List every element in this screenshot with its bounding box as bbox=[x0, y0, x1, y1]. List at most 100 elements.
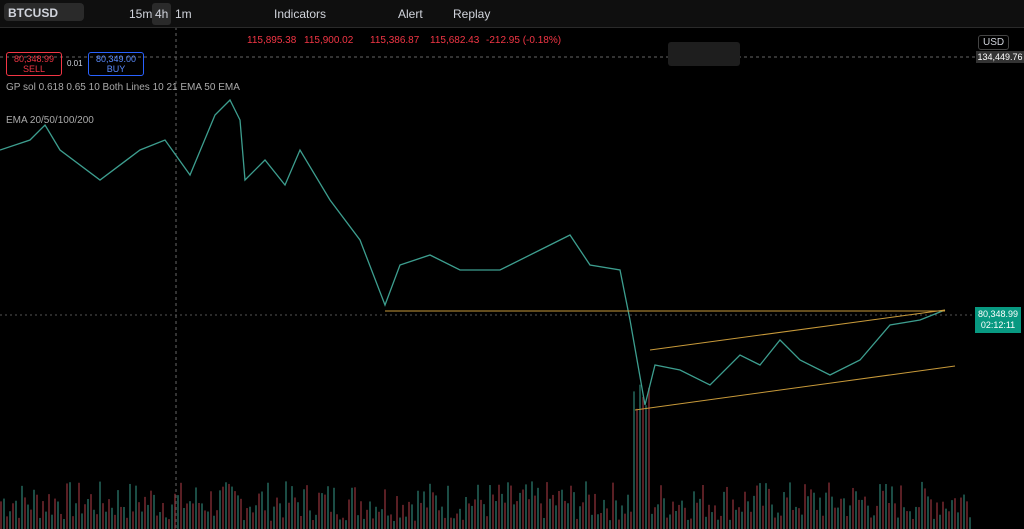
volume-bar bbox=[630, 511, 632, 529]
volume-bar bbox=[813, 492, 815, 529]
volume-bar bbox=[585, 481, 587, 529]
volume-bar bbox=[156, 515, 158, 529]
volume-bar bbox=[639, 384, 641, 529]
volume-bar bbox=[459, 508, 461, 529]
indicator[interactable]: GP sol 0.618 0.65 10 Both Lines 10 21 EM… bbox=[6, 82, 240, 93]
volume-bar bbox=[486, 516, 488, 529]
volume-bar bbox=[411, 504, 413, 529]
replay-button[interactable]: Replay bbox=[453, 7, 491, 21]
volume-bar bbox=[825, 492, 827, 529]
volume-bar bbox=[936, 502, 938, 529]
volume-bar bbox=[681, 500, 683, 529]
volume-bar bbox=[594, 493, 596, 529]
volume-bar bbox=[657, 504, 659, 529]
volume-bar bbox=[126, 517, 128, 529]
volume-bar bbox=[816, 509, 818, 529]
volume-bar bbox=[597, 514, 599, 529]
volume-bar bbox=[768, 488, 770, 529]
volume-bar bbox=[669, 514, 671, 529]
volume-bar bbox=[432, 492, 434, 529]
volume-bar bbox=[750, 511, 752, 529]
quantity[interactable]: 0.01 bbox=[67, 59, 83, 68]
interval[interactable]: 4h bbox=[152, 3, 172, 25]
interval[interactable]: 15m bbox=[129, 7, 153, 21]
volume-bar bbox=[483, 504, 485, 529]
volume-bar bbox=[267, 482, 269, 529]
volume-bar bbox=[363, 518, 365, 529]
volume-bar bbox=[84, 504, 86, 529]
high: 115,900.02 bbox=[304, 35, 354, 46]
volume-bar bbox=[300, 515, 302, 529]
volume-bar bbox=[390, 514, 392, 529]
volume-bar bbox=[549, 498, 551, 529]
currency[interactable]: USD bbox=[978, 35, 1010, 50]
volume-bar bbox=[666, 517, 668, 529]
volume-bar bbox=[51, 514, 53, 529]
volume-bar bbox=[12, 503, 14, 529]
volume-bar bbox=[849, 505, 851, 529]
volume-bar bbox=[147, 504, 149, 529]
volume-bar bbox=[327, 486, 329, 529]
volume-bar bbox=[426, 507, 428, 529]
volume-bar bbox=[555, 505, 557, 529]
volume-bar bbox=[186, 503, 188, 529]
volume-bar bbox=[129, 483, 131, 529]
volume-bar bbox=[690, 518, 692, 529]
volume-bar bbox=[435, 495, 437, 529]
volume-bar bbox=[204, 510, 206, 529]
volume-bar bbox=[27, 504, 29, 529]
volume-bar bbox=[99, 481, 101, 529]
volume-bar bbox=[297, 502, 299, 529]
volume-bar bbox=[675, 510, 677, 529]
sell-button[interactable]: 80,348.99 SELL bbox=[6, 52, 62, 76]
volume-bar bbox=[588, 494, 590, 529]
volume-bar bbox=[60, 513, 62, 529]
volume-bar bbox=[312, 520, 314, 529]
volume-bar bbox=[498, 484, 500, 529]
volume-bar bbox=[234, 491, 236, 529]
volume-bar bbox=[510, 485, 512, 529]
low: 115,386.87 bbox=[370, 35, 420, 46]
indicator[interactable]: EMA 20/50/100/200 bbox=[6, 115, 94, 126]
volume-bar bbox=[384, 489, 386, 529]
interval[interactable]: 1m bbox=[175, 7, 192, 21]
volume-bar bbox=[663, 498, 665, 529]
volume-bar bbox=[843, 498, 845, 529]
volume-bar bbox=[834, 507, 836, 529]
volume-bar bbox=[183, 508, 185, 529]
volume-bar bbox=[942, 501, 944, 529]
volume-bar bbox=[54, 498, 56, 529]
volume-bar bbox=[792, 509, 794, 529]
volume-bar bbox=[429, 483, 431, 529]
volume-bar bbox=[570, 485, 572, 529]
volume-bar bbox=[831, 496, 833, 529]
volume-bar bbox=[249, 506, 251, 529]
volume-bar bbox=[507, 482, 509, 529]
volume-bar bbox=[21, 485, 23, 529]
volume-bar bbox=[168, 519, 170, 529]
volume-bar bbox=[90, 494, 92, 529]
volume-bar bbox=[399, 517, 401, 529]
change: -212.95 (-0.18%) bbox=[486, 35, 562, 46]
volume-bar bbox=[930, 499, 932, 529]
drawing-toolbar[interactable] bbox=[668, 42, 740, 66]
symbol[interactable]: BTCUSD bbox=[4, 3, 84, 21]
volume-bar bbox=[753, 495, 755, 529]
volume-bar bbox=[600, 512, 602, 529]
volume-bar bbox=[24, 497, 26, 529]
volume-bar bbox=[948, 511, 950, 529]
volume-bar bbox=[939, 514, 941, 529]
alert-button[interactable]: Alert bbox=[398, 7, 423, 21]
volume-bar bbox=[354, 487, 356, 529]
volume-bar bbox=[3, 498, 5, 529]
volume-bar bbox=[42, 501, 44, 529]
volume-bar bbox=[255, 505, 257, 529]
volume-bar bbox=[504, 502, 506, 529]
buy-button[interactable]: 80,349.00 BUY bbox=[88, 52, 144, 76]
sell-label: SELL bbox=[22, 64, 46, 74]
indicators-button[interactable]: Indicators bbox=[274, 7, 327, 21]
volume-bar bbox=[771, 504, 773, 529]
volume-bar bbox=[765, 483, 767, 529]
volume-bar bbox=[243, 520, 245, 529]
